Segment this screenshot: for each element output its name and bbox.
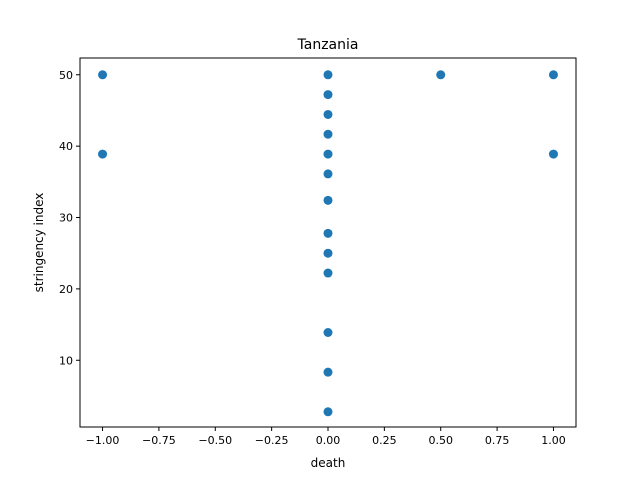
x-tick-label: −0.25: [255, 434, 289, 447]
data-point: [323, 169, 333, 179]
y-axis-label: stringency index: [32, 193, 46, 293]
data-point: [323, 129, 333, 139]
data-points: [98, 70, 558, 417]
data-point: [323, 367, 333, 377]
x-axis-label: death: [311, 456, 346, 470]
data-point: [323, 149, 333, 159]
x-tick-label: 0.00: [316, 434, 341, 447]
x-tick-label: 1.00: [541, 434, 566, 447]
y-tick-label: 30: [59, 212, 73, 225]
x-axis-ticks: −1.00 −0.75 −0.50 −0.25 0.00 0.25 0.50 0.75 1.00: [86, 427, 566, 447]
data-point: [548, 70, 558, 80]
data-point: [323, 268, 333, 278]
data-point: [323, 70, 333, 80]
data-point: [323, 90, 333, 100]
data-point: [436, 70, 446, 80]
data-point: [323, 407, 333, 417]
y-tick-label: 20: [59, 283, 73, 296]
x-tick-label: −0.75: [142, 434, 176, 447]
data-point: [323, 248, 333, 258]
data-point: [98, 149, 108, 159]
chart-title: Tanzania: [297, 37, 359, 53]
data-point: [323, 109, 333, 119]
data-point: [323, 195, 333, 205]
x-tick-label: 0.25: [372, 434, 397, 447]
y-tick-label: 10: [59, 354, 73, 367]
y-axis-ticks: 10 20 30 40 50: [59, 69, 80, 367]
x-tick-label: −0.50: [198, 434, 232, 447]
data-point: [323, 228, 333, 238]
y-tick-label: 40: [59, 140, 73, 153]
x-tick-label: 0.50: [428, 434, 453, 447]
x-tick-label: −1.00: [86, 434, 120, 447]
x-tick-label: 0.75: [485, 434, 510, 447]
data-point: [98, 70, 108, 80]
y-tick-label: 50: [59, 69, 73, 82]
data-point: [548, 149, 558, 159]
data-point: [323, 328, 333, 338]
